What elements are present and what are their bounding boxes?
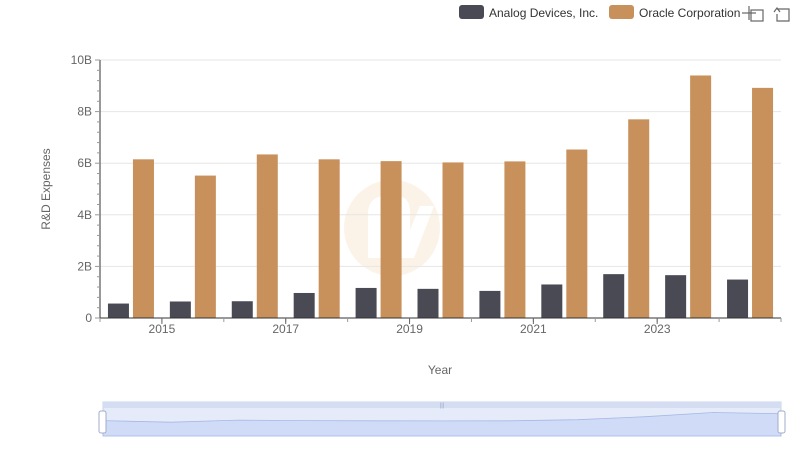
zoom-overview-area bbox=[102, 412, 782, 437]
bar-oracle-2017[interactable] bbox=[318, 159, 340, 318]
x-tick-label: 2019 bbox=[396, 322, 423, 336]
y-tick-label: 2B bbox=[77, 259, 92, 273]
bar-oracle-2020[interactable] bbox=[504, 161, 526, 318]
bar-oracle-2015[interactable] bbox=[194, 175, 216, 318]
zoom-handle-left[interactable] bbox=[98, 410, 107, 434]
data-zoom-slider[interactable]: ||| bbox=[98, 401, 786, 437]
bar-analog-2021[interactable] bbox=[541, 284, 563, 318]
bar-analog-2019[interactable] bbox=[417, 288, 439, 318]
legend-item-analog[interactable]: Analog Devices, Inc. bbox=[459, 5, 598, 20]
x-tick-label: 2023 bbox=[644, 322, 671, 336]
legend-swatch-analog bbox=[459, 5, 484, 19]
y-tick-label: 6B bbox=[77, 156, 92, 170]
bar-oracle-2023[interactable] bbox=[690, 75, 712, 318]
bar-analog-2014[interactable] bbox=[107, 303, 129, 318]
legend-item-oracle[interactable]: Oracle Corporation bbox=[609, 5, 740, 20]
zoom-area-icon[interactable] bbox=[742, 6, 764, 22]
bar-analog-2023[interactable] bbox=[665, 275, 687, 318]
bar-oracle-2019[interactable] bbox=[442, 162, 464, 318]
bars bbox=[107, 75, 774, 318]
legend-label-oracle: Oracle Corporation bbox=[639, 6, 740, 20]
zoom-handle-right[interactable] bbox=[777, 410, 786, 434]
zoom-move-handle[interactable] bbox=[103, 402, 781, 408]
y-tick-label: 0 bbox=[85, 311, 92, 325]
restore-icon[interactable] bbox=[773, 7, 790, 22]
bar-analog-2022[interactable] bbox=[603, 274, 625, 318]
y-axis-ticks: 0 2B 4B 6B 8B 10B bbox=[71, 53, 100, 325]
legend-label-analog: Analog Devices, Inc. bbox=[489, 6, 598, 20]
y-tick-label: 8B bbox=[77, 105, 92, 119]
legend-swatch-oracle bbox=[609, 5, 634, 19]
bar-oracle-2016[interactable] bbox=[256, 154, 278, 318]
bar-oracle-2014[interactable] bbox=[132, 159, 154, 318]
legend: Analog Devices, Inc. Oracle Corporation bbox=[459, 5, 740, 20]
bar-analog-2016[interactable] bbox=[231, 301, 253, 318]
y-tick-label: 10B bbox=[71, 53, 92, 67]
x-tick-label: 2017 bbox=[272, 322, 299, 336]
x-axis-ticks: 2015 2017 2019 2021 2023 bbox=[99, 318, 782, 336]
bar-analog-2017[interactable] bbox=[293, 292, 315, 318]
zoom-grip-icon: ||| bbox=[440, 403, 445, 409]
bar-analog-2024[interactable] bbox=[727, 279, 749, 318]
bar-oracle-2021[interactable] bbox=[566, 149, 588, 318]
y-tick-label: 4B bbox=[77, 208, 92, 222]
bar-oracle-2018[interactable] bbox=[380, 161, 402, 318]
x-tick-label: 2015 bbox=[149, 322, 176, 336]
bar-oracle-2024[interactable] bbox=[752, 87, 774, 318]
axes bbox=[99, 60, 781, 319]
bar-analog-2020[interactable] bbox=[479, 290, 501, 318]
x-tick-label: 2021 bbox=[520, 322, 547, 336]
y-axis-title: R&D Expenses bbox=[39, 148, 53, 229]
bar-analog-2015[interactable] bbox=[169, 301, 191, 318]
x-axis-title: Year bbox=[428, 363, 452, 377]
bar-oracle-2022[interactable] bbox=[628, 119, 650, 318]
bar-analog-2018[interactable] bbox=[355, 287, 377, 318]
